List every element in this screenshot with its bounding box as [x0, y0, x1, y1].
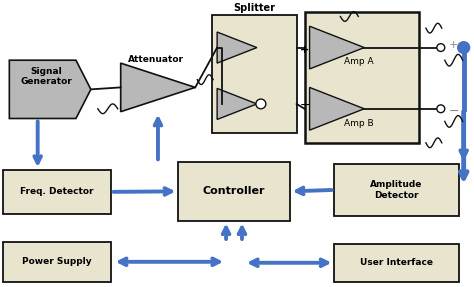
Bar: [178, 162, 290, 220]
Polygon shape: [9, 60, 91, 119]
Text: Controller: Controller: [203, 186, 265, 196]
Circle shape: [256, 99, 266, 109]
Text: Splitter: Splitter: [233, 3, 275, 13]
Circle shape: [458, 42, 470, 53]
Text: −: −: [449, 105, 459, 118]
Polygon shape: [121, 63, 195, 112]
Text: Power Supply: Power Supply: [22, 257, 92, 266]
Polygon shape: [217, 32, 257, 63]
Polygon shape: [310, 88, 364, 130]
Text: Generator: Generator: [20, 77, 72, 86]
Text: Amplitude
Detector: Amplitude Detector: [370, 180, 423, 200]
Bar: [3, 170, 111, 214]
Bar: [335, 244, 459, 282]
Text: Amp A: Amp A: [345, 57, 374, 66]
Text: Freq. Detector: Freq. Detector: [20, 187, 94, 196]
Text: Attenuator: Attenuator: [128, 55, 183, 64]
Circle shape: [437, 44, 445, 51]
Text: Amp B: Amp B: [345, 119, 374, 127]
Text: +: +: [300, 44, 309, 55]
Bar: [305, 12, 419, 143]
Circle shape: [437, 105, 445, 113]
Polygon shape: [217, 88, 257, 119]
Bar: [3, 242, 111, 282]
Text: User Interface: User Interface: [360, 258, 433, 267]
Text: Signal: Signal: [30, 67, 62, 76]
Bar: [212, 15, 297, 133]
Polygon shape: [310, 26, 364, 69]
Text: −: −: [300, 99, 310, 113]
Bar: [335, 164, 459, 216]
Text: +: +: [449, 40, 458, 50]
